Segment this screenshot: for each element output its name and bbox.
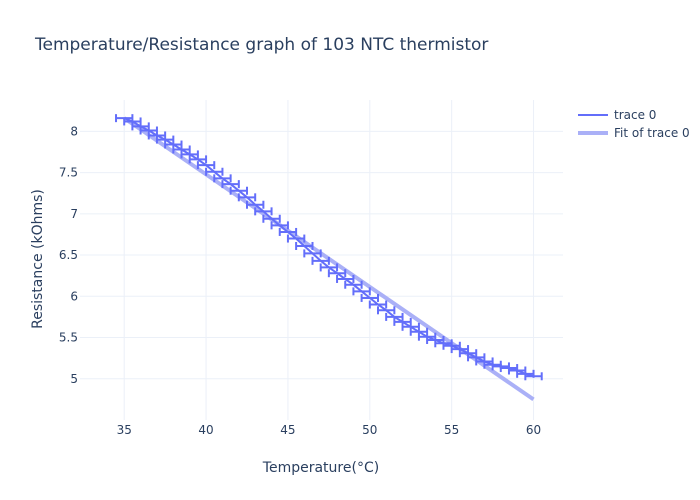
data-point[interactable] — [237, 193, 257, 202]
data-point[interactable] — [205, 167, 224, 176]
data-layer — [115, 114, 543, 381]
tick-labels: 35 40 45 50 55 60 5 5.5 6 6.5 7 7.5 8 — [59, 124, 541, 437]
y-tick-label: 6 — [70, 289, 78, 303]
x-tick-label: 55 — [444, 423, 459, 437]
data-point[interactable] — [360, 293, 379, 302]
data-point[interactable] — [401, 322, 420, 331]
legend-item-trace-0[interactable]: trace 0 — [578, 108, 656, 122]
x-tick-label: 45 — [280, 423, 295, 437]
data-point[interactable] — [164, 140, 183, 149]
data-point[interactable] — [295, 241, 314, 250]
data-point[interactable] — [319, 263, 339, 272]
data-point[interactable] — [344, 280, 363, 289]
data-point[interactable] — [311, 256, 330, 265]
data-point[interactable] — [246, 200, 265, 209]
data-point[interactable] — [123, 117, 142, 126]
data-point[interactable] — [458, 349, 478, 358]
y-tick-label: 6.5 — [59, 248, 78, 262]
legend-label-trace-0: trace 0 — [614, 108, 656, 122]
x-tick-label: 40 — [198, 423, 213, 437]
data-point[interactable] — [327, 269, 347, 278]
legend-item-fit[interactable]: Fit of trace 0 — [578, 126, 690, 140]
data-point[interactable] — [131, 122, 150, 131]
data-point[interactable] — [188, 155, 208, 164]
data-point[interactable] — [262, 214, 281, 223]
data-point[interactable] — [180, 150, 199, 159]
data-point[interactable] — [409, 327, 429, 336]
data-point[interactable] — [221, 180, 240, 189]
data-point[interactable] — [155, 135, 175, 144]
data-point[interactable] — [450, 345, 470, 354]
legend[interactable]: trace 0 Fit of trace 0 — [578, 108, 690, 140]
x-tick-label: 50 — [362, 423, 377, 437]
data-point[interactable] — [303, 249, 322, 258]
data-point[interactable] — [254, 207, 273, 216]
data-point[interactable] — [368, 300, 388, 309]
data-point[interactable] — [376, 306, 396, 315]
data-point[interactable] — [385, 312, 404, 321]
y-tick-label: 7 — [70, 207, 78, 221]
y-tick-label: 8 — [70, 124, 78, 138]
data-point[interactable] — [352, 287, 371, 296]
data-point[interactable] — [524, 372, 543, 381]
data-point[interactable] — [213, 174, 232, 183]
data-point[interactable] — [278, 227, 298, 236]
y-tick-label: 5.5 — [59, 331, 78, 345]
x-tick-label: 60 — [526, 423, 541, 437]
y-tick-label: 5 — [70, 372, 78, 386]
y-tick-label: 7.5 — [59, 166, 78, 180]
y-axis-label: Resistance (kOhms) — [30, 189, 46, 329]
gridlines — [80, 100, 563, 420]
data-point[interactable] — [286, 234, 306, 243]
data-point[interactable] — [139, 126, 158, 135]
data-point[interactable] — [172, 145, 191, 154]
legend-label-fit: Fit of trace 0 — [614, 126, 690, 140]
data-point[interactable] — [336, 274, 355, 283]
chart-title: Temperature/Resistance graph of 103 NTC … — [34, 35, 488, 55]
x-axis-label: Temperature(°C) — [262, 460, 379, 476]
data-point[interactable] — [229, 186, 249, 195]
data-point[interactable] — [270, 221, 289, 230]
data-point[interactable] — [196, 161, 216, 170]
data-point[interactable] — [147, 131, 167, 140]
x-tick-label: 35 — [117, 423, 132, 437]
data-point[interactable] — [393, 317, 412, 326]
data-point[interactable] — [467, 353, 486, 362]
